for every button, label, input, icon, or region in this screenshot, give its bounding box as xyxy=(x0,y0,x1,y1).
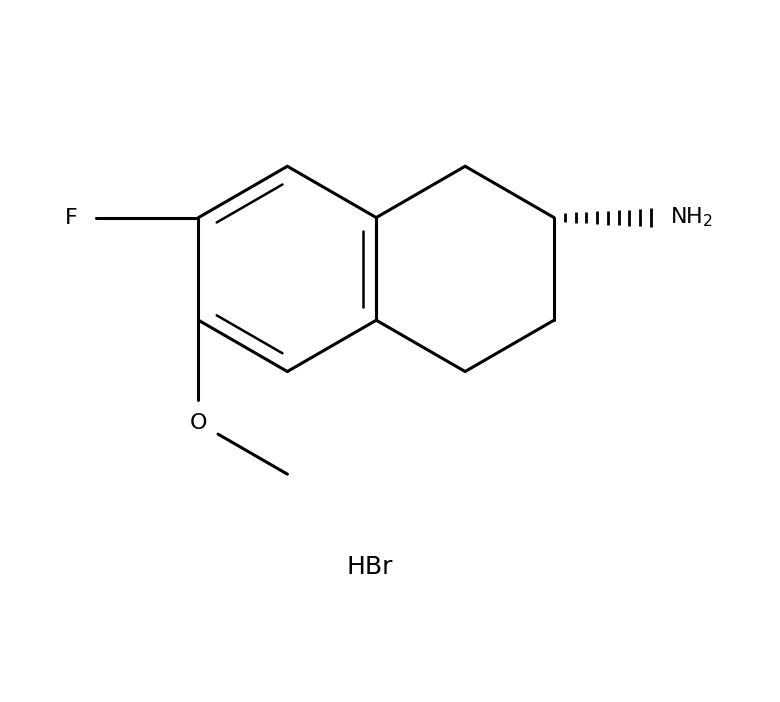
Text: NH$_2$: NH$_2$ xyxy=(670,206,713,230)
Text: O: O xyxy=(190,413,207,433)
Text: HBr: HBr xyxy=(346,555,392,578)
Text: F: F xyxy=(65,208,77,227)
